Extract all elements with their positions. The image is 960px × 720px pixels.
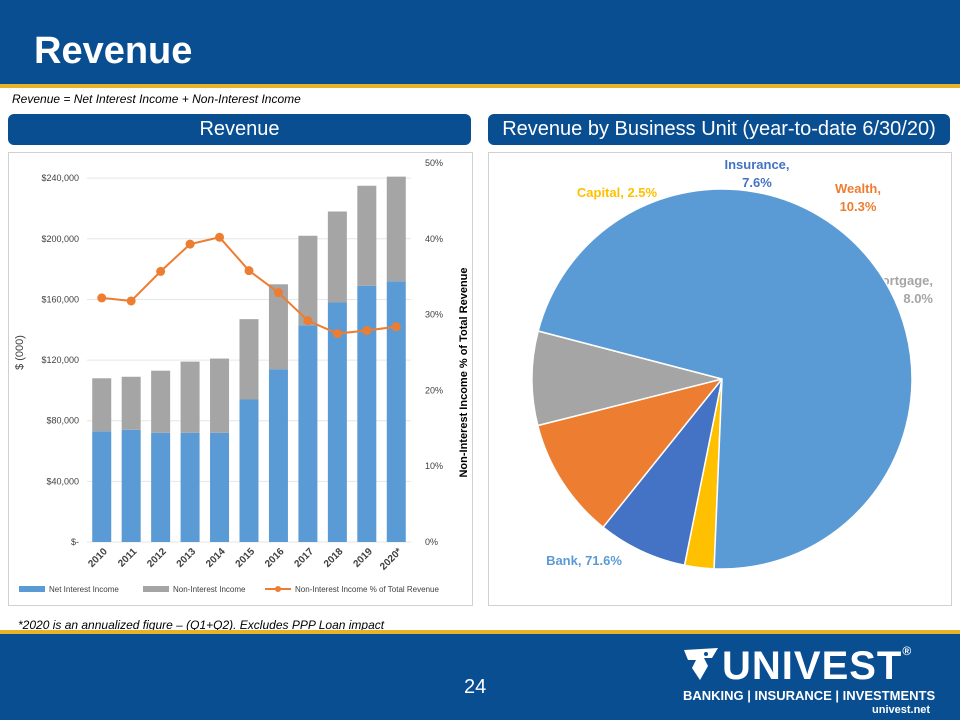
header-bar	[0, 0, 960, 84]
legend-swatch-non-interest	[143, 586, 169, 592]
point-non-interest-pct	[362, 326, 372, 336]
point-non-interest-pct	[185, 239, 195, 249]
pie-value-mortgage: 8.0%	[903, 291, 933, 306]
y-axis-label: $ (000)	[14, 335, 26, 370]
x-tick-label: 2013	[175, 546, 199, 570]
bar-net-interest-income	[327, 302, 347, 542]
point-non-interest-pct	[215, 232, 225, 242]
y2-tick-label: 10%	[425, 461, 443, 471]
pie-slice-mortgage	[531, 330, 723, 427]
left-panel-title: Revenue	[8, 114, 471, 145]
legend-label-non-interest: Non-Interest Income	[173, 585, 246, 594]
revenue-formula: Revenue = Net Interest Income + Non-Inte…	[12, 92, 301, 106]
bar-net-interest-income	[386, 281, 406, 542]
y2-axis-label: Non-Interest Income % of Total Revenue	[458, 267, 470, 477]
legend-swatch-pct-marker	[275, 586, 281, 592]
point-non-interest-pct	[126, 296, 136, 306]
point-non-interest-pct	[97, 293, 107, 303]
x-tick-label: 2020*	[378, 546, 404, 572]
bar-non-interest-income	[386, 176, 406, 282]
bar-net-interest-income	[239, 399, 259, 542]
bar-non-interest-income	[121, 376, 141, 430]
point-non-interest-pct	[391, 322, 401, 332]
eagle-logo-icon	[684, 648, 718, 680]
bar-net-interest-income	[268, 369, 288, 542]
y-tick-label: $160,000	[41, 294, 79, 304]
bar-net-interest-income	[180, 432, 200, 542]
x-tick-label: 2017	[293, 546, 317, 570]
pie-value-wealth: 10.3%	[840, 199, 877, 214]
bar-net-interest-income	[92, 431, 112, 542]
point-non-interest-pct	[303, 316, 313, 326]
y-tick-label: $-	[71, 537, 79, 547]
pie-label-insurance: Insurance,	[724, 157, 789, 172]
line-non-interest-pct	[101, 236, 397, 335]
bar-net-interest-income	[151, 432, 171, 542]
bar-non-interest-income	[327, 211, 347, 303]
point-non-interest-pct	[244, 266, 254, 276]
x-tick-label: 2012	[145, 546, 169, 570]
logo-url: univest.net	[872, 704, 931, 716]
pie-slice-bank	[537, 188, 913, 570]
point-non-interest-pct	[332, 329, 342, 339]
legend-label-net-interest: Net Interest Income	[49, 585, 119, 594]
y2-tick-label: 20%	[425, 385, 443, 395]
x-tick-label: 2015	[234, 546, 258, 570]
bar-net-interest-income	[121, 429, 141, 542]
x-tick-label: 2014	[204, 546, 228, 570]
y-tick-label: $120,000	[41, 355, 79, 365]
pie-value-insurance: 7.6%	[742, 175, 772, 190]
page-number: 24	[464, 676, 487, 698]
y-tick-label: $240,000	[41, 173, 79, 183]
business-unit-pie-chart: Capital, 2.5%Insurance,7.6% Wealth,10.3%M…	[531, 157, 933, 570]
y-tick-label: $80,000	[46, 416, 79, 426]
y2-tick-label: 30%	[425, 310, 443, 320]
pie-label-wealth: Wealth,	[835, 181, 881, 196]
point-non-interest-pct	[273, 288, 283, 298]
bar-net-interest-income	[298, 325, 318, 542]
x-tick-label: 2011	[116, 546, 139, 569]
header-stripe	[0, 84, 960, 88]
bar-net-interest-income	[210, 432, 230, 542]
pie-slice-wealth	[536, 377, 724, 529]
legend-swatch-net-interest	[19, 586, 45, 592]
page-title: Revenue	[34, 30, 193, 72]
bar-non-interest-income	[239, 319, 259, 400]
point-non-interest-pct	[156, 266, 166, 276]
footnote: *2020 is an annualized figure – (Q1+Q2).…	[18, 618, 385, 632]
bar-non-interest-income	[92, 378, 112, 432]
pie-label-capital: Capital, 2.5%	[577, 185, 658, 200]
bar-net-interest-income	[357, 285, 377, 542]
bar-non-interest-income	[298, 235, 318, 326]
x-tick-label: 2016	[263, 546, 287, 570]
business-unit-pie-panel: Capital, 2.5% Insurance, 7.6% Wealth, 10.3% M…	[488, 152, 952, 606]
y2-tick-label: 40%	[425, 234, 443, 244]
revenue-bar-chart: $- $40,000 $80,000 $120,000 $160,000 $200,000…	[14, 158, 470, 594]
univest-logo-wordmark: UNIVEST®	[722, 644, 913, 688]
bar-non-interest-income	[151, 370, 171, 433]
pie-label-bank: Bank, 71.6%	[546, 553, 622, 568]
bar-non-interest-income	[180, 361, 200, 433]
right-panel-title: Revenue by Business Unit (year-to-date 6…	[488, 114, 950, 145]
y2-tick-label: 0%	[425, 537, 438, 547]
bar-non-interest-income	[357, 185, 377, 286]
x-tick-label: 2018	[322, 546, 346, 570]
x-tick-label: 2010	[86, 546, 110, 570]
bar-non-interest-income	[268, 284, 288, 370]
y-tick-label: $200,000	[41, 234, 79, 244]
footer-bar	[0, 634, 960, 720]
footer-stripe	[0, 630, 960, 634]
legend-label-pct: Non-Interest Income % of Total Revenue	[295, 585, 439, 594]
bar-non-interest-income	[210, 358, 230, 433]
x-tick-label: 2019	[351, 546, 375, 570]
revenue-chart-panel: $- $40,000 $80,000 $120,000 $160,000 $200,000…	[8, 152, 473, 606]
y-tick-label: $40,000	[46, 476, 79, 486]
y2-tick-label: 50%	[425, 158, 443, 168]
logo-tagline: BANKING | INSURANCE | INVESTMENTS	[683, 688, 936, 703]
